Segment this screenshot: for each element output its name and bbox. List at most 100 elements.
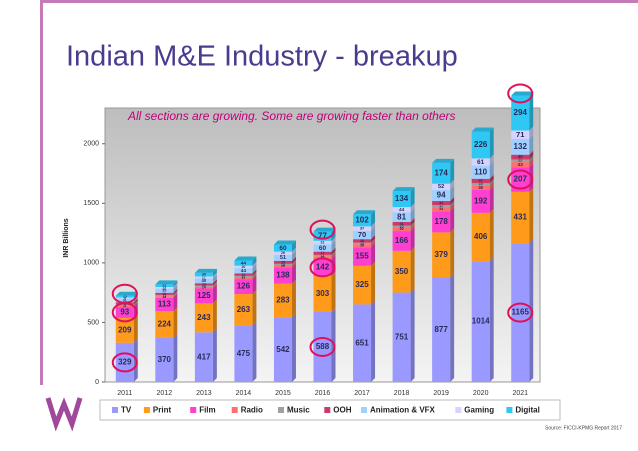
legend-swatch (190, 407, 197, 413)
value-label: 34 (439, 201, 443, 205)
bar (313, 240, 332, 245)
value-label: 10 (281, 262, 285, 266)
bar-side (291, 279, 296, 318)
bar-top (353, 210, 376, 215)
annotation: All sections are growing. Some are growi… (127, 109, 456, 123)
bar-segment: 178 (432, 207, 455, 233)
bar-segment: 29 (353, 235, 376, 243)
bar-side (331, 250, 336, 257)
bar (234, 294, 253, 326)
bar-side (489, 161, 494, 179)
bar-segment: 10 (194, 281, 217, 288)
bar-segment: 43 (511, 158, 534, 168)
value-label: 17 (439, 204, 443, 208)
bar-top (234, 256, 257, 261)
bar-side (291, 247, 296, 255)
bar (194, 332, 213, 382)
bar-side (410, 246, 415, 293)
y-tick-label: 1000 (83, 260, 99, 267)
bar-segment: 22 (511, 155, 534, 163)
legend-swatch (278, 407, 284, 413)
bar-side (212, 282, 217, 289)
bar-segment: 70 (353, 226, 376, 240)
bar-side (489, 179, 494, 186)
bar (392, 227, 411, 232)
bar-segment: 38 (471, 181, 494, 190)
value-label: 166 (395, 236, 409, 245)
bar-side (410, 221, 415, 228)
x-tick-label: 2017 (354, 390, 370, 397)
value-label: 178 (434, 217, 448, 226)
bar-segment: 60 (273, 240, 296, 252)
legend-label: TV (121, 406, 132, 415)
bar-segment: 17 (194, 272, 217, 279)
value-label: 877 (434, 325, 448, 334)
bar-segment: 20 (194, 279, 217, 286)
bar-side (212, 299, 217, 333)
value-label: 325 (355, 280, 369, 289)
bar-top (194, 268, 217, 273)
value-label: 11 (162, 293, 166, 297)
bar (273, 254, 292, 261)
value-label: 243 (197, 313, 211, 322)
bar (273, 263, 292, 266)
bar-top (471, 127, 494, 132)
bar-side (371, 210, 376, 227)
bar-side (252, 261, 257, 269)
bar-side (291, 263, 296, 284)
bar-segment: 26 (273, 247, 296, 255)
legend-label: Print (153, 406, 172, 415)
bar (432, 183, 451, 190)
bar (353, 265, 372, 305)
bar-segment: 110 (471, 161, 494, 179)
bar-segment: 44 (234, 264, 257, 274)
bar-top (273, 240, 296, 245)
value-label: 102 (355, 215, 369, 224)
legend-swatch (231, 407, 238, 413)
bar-segment: 134 (392, 187, 415, 208)
value-label: 207 (514, 175, 528, 184)
bar-segment: 226 (471, 127, 494, 159)
bar (115, 305, 134, 307)
bar-side (173, 284, 178, 293)
bar-segment: 9 (115, 300, 138, 307)
bar (511, 243, 530, 382)
value-label: 20 (241, 265, 245, 269)
bar-segment: 11 (115, 301, 138, 308)
bar-side (212, 284, 217, 304)
bar-segment: 1165 (511, 239, 534, 382)
value-label: 329 (118, 358, 132, 367)
bar-side (489, 154, 494, 166)
bar (234, 273, 253, 276)
bar (313, 258, 332, 276)
value-label: 44 (241, 260, 247, 265)
value-label: 1165 (512, 308, 530, 317)
bar (392, 191, 411, 208)
value-label: 25 (281, 260, 285, 264)
bar-segment: 13 (353, 238, 376, 245)
value-label: 94 (437, 191, 446, 200)
bar-side (291, 250, 296, 261)
value-label: 13 (162, 286, 166, 290)
bar-segment: 30 (194, 268, 217, 277)
bar (392, 207, 411, 213)
bar (471, 212, 490, 262)
bar-segment: 303 (313, 271, 336, 312)
bar-segment: 475 (234, 321, 257, 382)
bar (115, 304, 134, 306)
bar-top (511, 91, 534, 96)
bar-side (173, 292, 178, 298)
bar (392, 225, 411, 228)
bar-segment: 13 (155, 292, 178, 299)
bar-segment: 18 (155, 288, 178, 296)
value-label: 31 (123, 298, 127, 302)
bar-side (489, 257, 494, 382)
bar-segment: 34 (432, 203, 455, 212)
x-tick-label: 2019 (433, 390, 449, 397)
x-tick-label: 2011 (117, 390, 132, 397)
bar-segment: 51 (273, 250, 296, 261)
bar-side (450, 207, 455, 233)
x-tick-label: 2021 (512, 390, 528, 397)
bar-segment: 22 (155, 280, 178, 288)
